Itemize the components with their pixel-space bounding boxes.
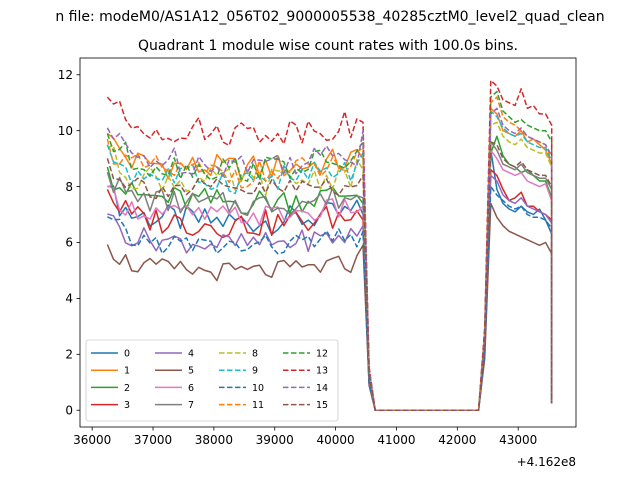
series-line-13 xyxy=(106,79,553,411)
x-tick-label: 37000 xyxy=(134,433,172,447)
x-tick-label: 40000 xyxy=(317,433,355,447)
legend-label-2: 2 xyxy=(124,383,130,394)
series-line-2 xyxy=(106,135,553,411)
series-line-15 xyxy=(106,141,553,411)
series-line-6 xyxy=(107,149,553,411)
series-line-7 xyxy=(106,141,553,411)
series-line-5 xyxy=(106,202,553,411)
legend-label-8: 8 xyxy=(252,349,258,360)
y-tick-label: 4 xyxy=(65,292,73,306)
legend-label-6: 6 xyxy=(188,383,194,394)
legend-label-11: 11 xyxy=(252,400,264,411)
legend-label-4: 4 xyxy=(188,349,194,360)
x-offset-label: +4.162e8 xyxy=(517,455,576,469)
x-tick-label: 38000 xyxy=(195,433,233,447)
y-tick-label: 0 xyxy=(65,403,73,417)
legend-label-0: 0 xyxy=(124,349,130,360)
legend-label-5: 5 xyxy=(188,366,194,377)
figure-suptitle: n file: modeM0/AS1A12_056T02_9000005538_… xyxy=(55,9,604,25)
y-tick-label: 6 xyxy=(65,236,73,250)
y-tick-label: 12 xyxy=(58,68,73,82)
legend-label-10: 10 xyxy=(252,383,264,394)
series-line-11 xyxy=(106,96,553,411)
series-line-4 xyxy=(107,174,553,411)
plot-area xyxy=(106,79,553,411)
x-tick-label: 41000 xyxy=(377,433,415,447)
legend-label-7: 7 xyxy=(188,400,194,411)
legend-label-9: 9 xyxy=(252,366,258,377)
series-line-10 xyxy=(107,185,553,411)
x-tick-label: 36000 xyxy=(73,433,111,447)
legend-label-3: 3 xyxy=(124,400,130,411)
legend-label-12: 12 xyxy=(316,349,328,360)
legend-label-1: 1 xyxy=(124,366,130,377)
series-line-12 xyxy=(106,90,553,411)
legend-label-15: 15 xyxy=(316,400,328,411)
y-tick-label: 10 xyxy=(58,124,73,138)
y-tick-label: 2 xyxy=(65,348,73,362)
x-tick-label: 42000 xyxy=(438,433,476,447)
chart-title: Quadrant 1 module wise count rates with … xyxy=(138,38,518,54)
x-tick-label: 39000 xyxy=(256,433,294,447)
legend-box xyxy=(85,339,339,422)
axes: 36000 37000 38000 39000 40000 41000 42000 43000… xyxy=(58,57,577,447)
series-line-3 xyxy=(106,169,553,411)
series-line-9 xyxy=(106,110,553,411)
legend-label-13: 13 xyxy=(316,366,328,377)
legend-label-14: 14 xyxy=(316,383,328,394)
y-tick-label: 8 xyxy=(65,180,73,194)
series-line-14 xyxy=(106,107,553,411)
x-tick-label: 43000 xyxy=(499,433,537,447)
